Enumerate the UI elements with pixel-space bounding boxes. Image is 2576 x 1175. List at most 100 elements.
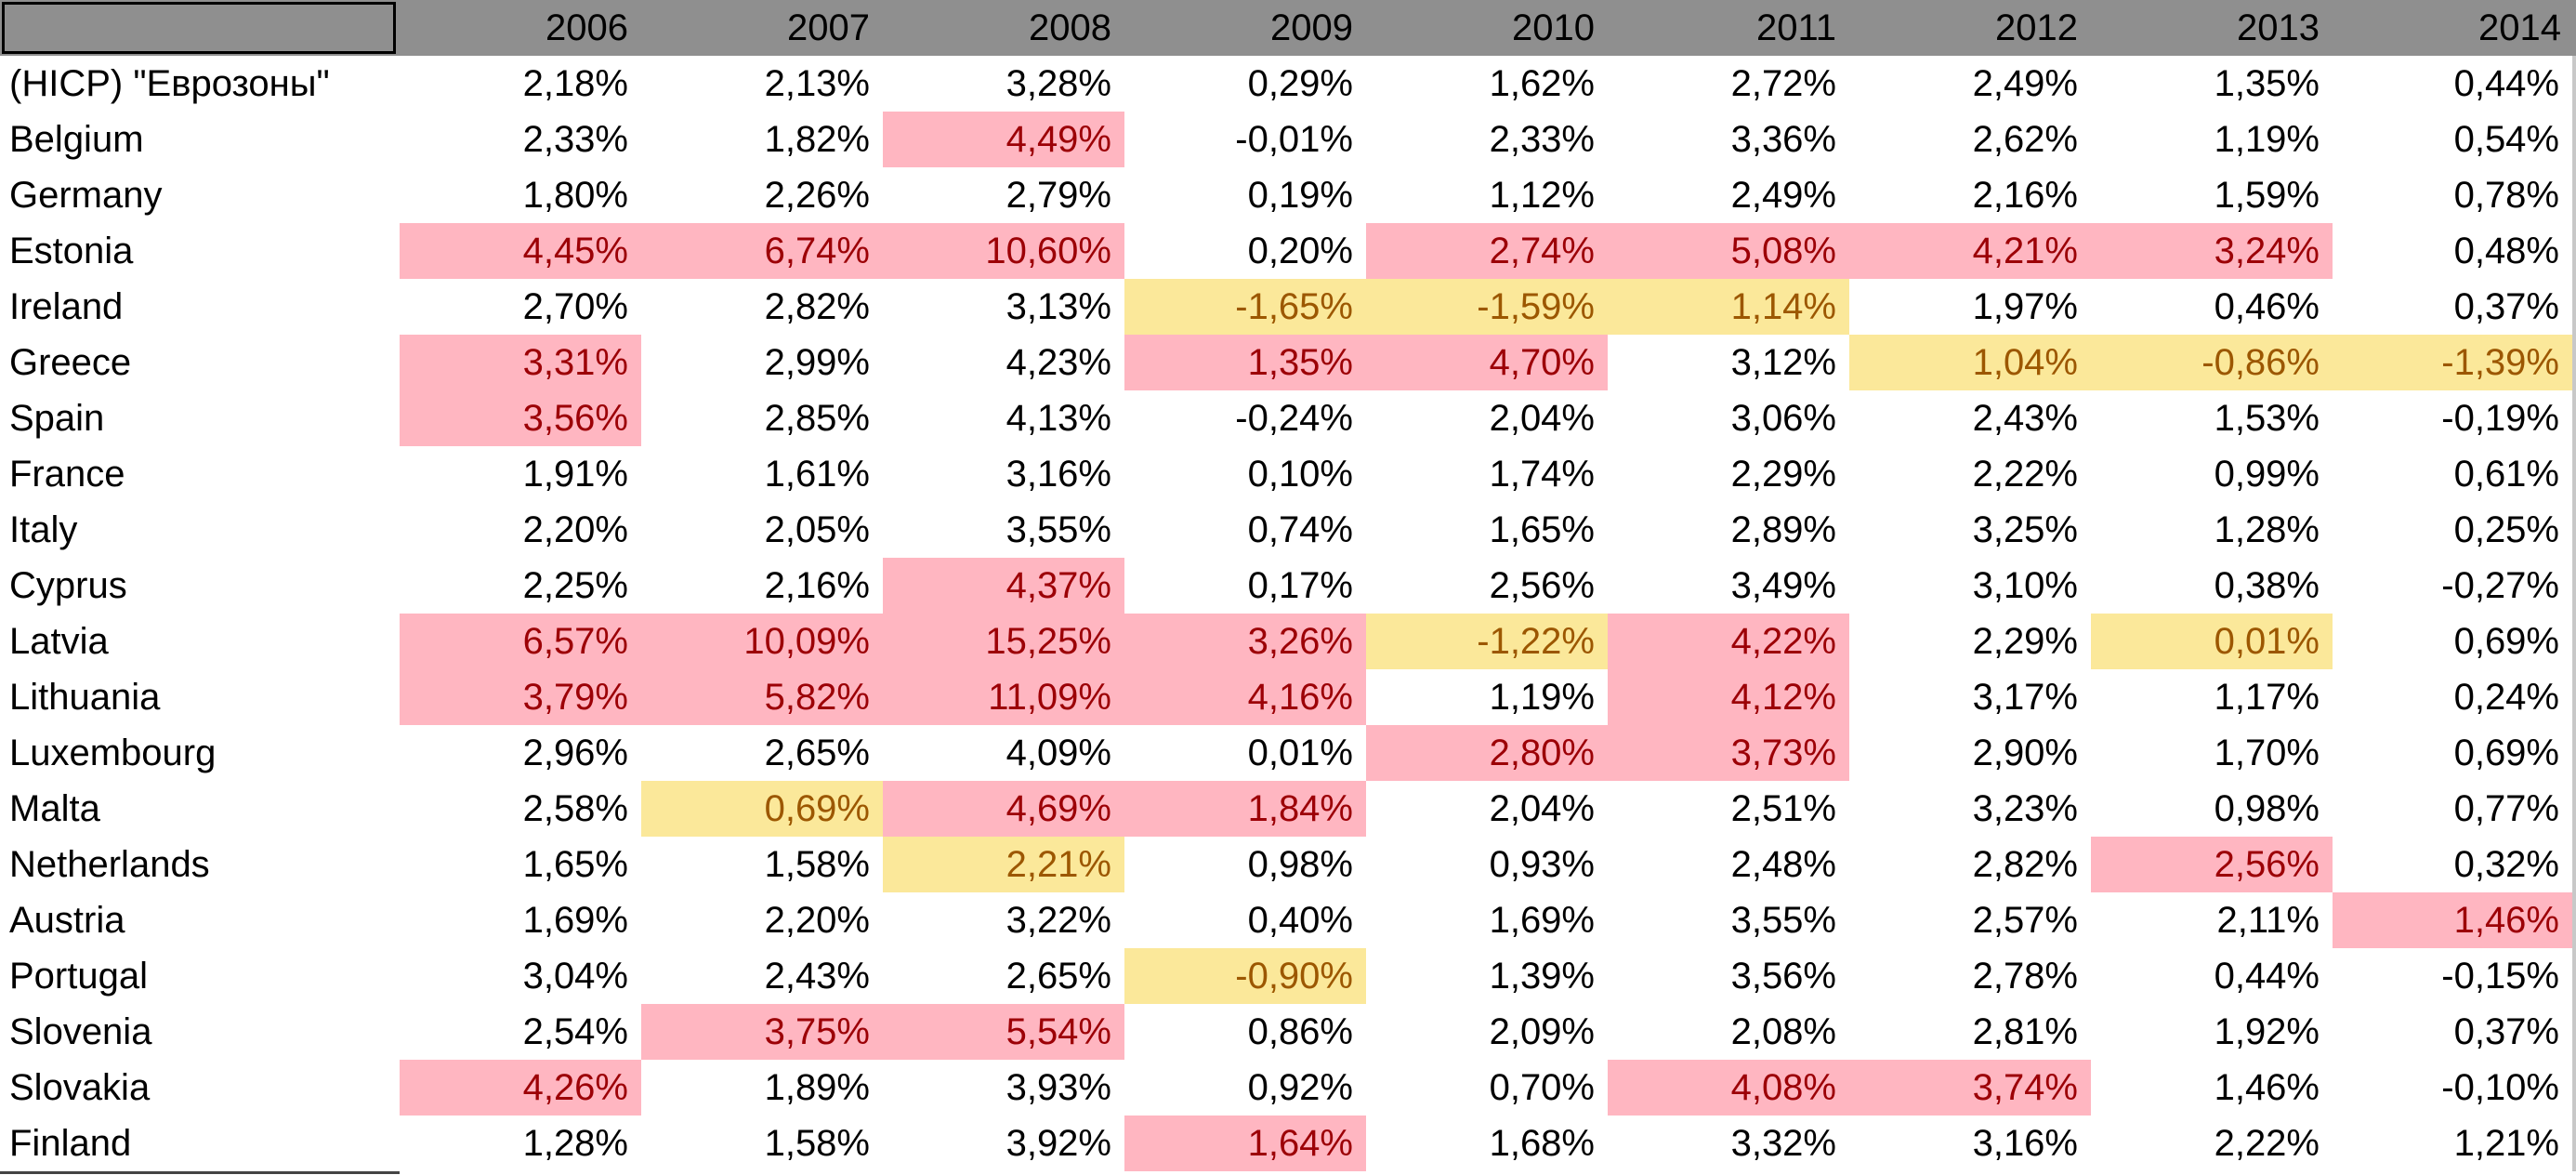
value-cell[interactable]: 2,25% <box>522 565 628 606</box>
value-cell[interactable]: -0,19% <box>2441 398 2559 439</box>
value-cell-highlight-low[interactable]: -1,59% <box>1366 279 1608 335</box>
value-cell[interactable]: 2,51% <box>1730 788 1836 829</box>
value-cell-highlight-high[interactable]: 1,46% <box>2333 892 2572 948</box>
value-cell[interactable]: 2,29% <box>1972 621 2078 662</box>
value-cell[interactable]: 2,20% <box>522 509 628 550</box>
value-cell-highlight-high[interactable]: 4,45% <box>400 223 641 279</box>
value-cell-highlight-low[interactable]: 1,04% <box>1849 335 2091 390</box>
value-cell[interactable]: 4,23% <box>1005 342 1111 383</box>
value-cell-highlight-high[interactable]: 1,35% <box>1124 335 1366 390</box>
value-cell[interactable]: 2,85% <box>764 398 870 439</box>
value-cell[interactable]: 1,65% <box>1489 509 1595 550</box>
value-cell[interactable]: 1,19% <box>2214 119 2320 160</box>
value-cell[interactable]: 0,38% <box>2214 565 2320 606</box>
value-cell-highlight-high[interactable]: 5,54% <box>883 1004 1124 1060</box>
value-cell[interactable]: 2,58% <box>522 788 628 829</box>
value-cell[interactable]: 2,79% <box>1005 175 1111 216</box>
value-cell-highlight-low[interactable]: 1,14% <box>1608 279 1849 335</box>
value-cell[interactable]: 2,90% <box>1972 733 2078 773</box>
value-cell[interactable]: 1,17% <box>2214 677 2320 718</box>
column-header-year[interactable]: 2012 <box>1995 7 2078 48</box>
value-cell[interactable]: 4,13% <box>1005 398 1111 439</box>
value-cell[interactable]: 0,92% <box>1247 1067 1353 1108</box>
value-cell[interactable]: 3,49% <box>1730 565 1836 606</box>
column-header-year[interactable]: 2011 <box>1755 7 1836 48</box>
value-cell[interactable]: 1,53% <box>2214 398 2320 439</box>
row-label-cell[interactable]: Cyprus <box>9 565 127 606</box>
row-label-cell[interactable]: Estonia <box>9 231 134 271</box>
value-cell[interactable]: 0,77% <box>2453 788 2559 829</box>
value-cell[interactable]: 1,19% <box>1489 677 1595 718</box>
value-cell[interactable]: 2,16% <box>1972 175 2078 216</box>
value-cell-highlight-high[interactable]: 4,22% <box>1608 614 1849 669</box>
value-cell[interactable]: 2,20% <box>764 900 870 941</box>
value-cell[interactable]: 0,24% <box>2453 677 2559 718</box>
value-cell-highlight-high[interactable]: 4,70% <box>1366 335 1608 390</box>
value-cell[interactable]: -0,27% <box>2441 565 2559 606</box>
value-cell[interactable]: 3,16% <box>1972 1123 2078 1164</box>
value-cell[interactable]: 3,25% <box>1972 509 2078 550</box>
value-cell-highlight-high[interactable]: 6,57% <box>400 614 641 669</box>
value-cell[interactable]: -0,24% <box>1235 398 1353 439</box>
row-label-cell[interactable]: Slovakia <box>9 1067 151 1108</box>
value-cell-highlight-high[interactable]: 1,64% <box>1124 1116 1366 1171</box>
value-cell[interactable]: 1,46% <box>2214 1067 2320 1108</box>
value-cell[interactable]: 2,22% <box>2214 1123 2320 1164</box>
column-header-year[interactable]: 2007 <box>787 7 870 48</box>
value-cell-highlight-high[interactable]: 4,49% <box>883 112 1124 167</box>
value-cell[interactable]: 2,48% <box>1730 844 1836 885</box>
value-cell[interactable]: 1,89% <box>764 1067 870 1108</box>
value-cell[interactable]: 1,65% <box>522 844 628 885</box>
header-corner-cell[interactable] <box>2 2 396 54</box>
value-cell[interactable]: -0,15% <box>2441 956 2559 997</box>
value-cell[interactable]: 1,74% <box>1489 454 1595 495</box>
value-cell[interactable]: 2,70% <box>522 286 628 327</box>
value-cell[interactable]: 2,11% <box>2216 900 2320 941</box>
value-cell[interactable]: 2,22% <box>1972 454 2078 495</box>
value-cell-highlight-high[interactable]: 3,31% <box>400 335 641 390</box>
row-label-cell[interactable]: Portugal <box>9 956 148 997</box>
value-cell-highlight-low[interactable]: -1,65% <box>1124 279 1366 335</box>
value-cell[interactable]: 1,35% <box>2214 63 2320 104</box>
row-label-cell[interactable]: Netherlands <box>9 844 210 885</box>
value-cell[interactable]: 2,96% <box>522 733 628 773</box>
value-cell[interactable]: 1,68% <box>1489 1123 1595 1164</box>
value-cell[interactable]: 0,78% <box>2453 175 2559 216</box>
value-cell-highlight-high[interactable]: 3,79% <box>400 669 641 725</box>
value-cell[interactable]: 3,56% <box>1730 956 1836 997</box>
value-cell[interactable]: 0,17% <box>1247 565 1353 606</box>
value-cell[interactable]: 1,21% <box>2453 1123 2559 1164</box>
value-cell[interactable]: 2,62% <box>1972 119 2078 160</box>
column-header-year[interactable]: 2014 <box>2478 7 2561 48</box>
value-cell[interactable]: 3,12% <box>1730 342 1836 383</box>
value-cell[interactable]: 2,16% <box>764 565 870 606</box>
value-cell-highlight-high[interactable]: 5,82% <box>641 669 883 725</box>
row-label-cell[interactable]: Greece <box>9 342 132 383</box>
value-cell[interactable]: 2,05% <box>764 509 870 550</box>
value-cell-highlight-high[interactable]: 15,25% <box>883 614 1124 669</box>
value-cell[interactable]: 0,29% <box>1247 63 1353 104</box>
value-cell[interactable]: 2,65% <box>1005 956 1111 997</box>
value-cell[interactable]: 0,40% <box>1247 900 1353 941</box>
value-cell[interactable]: 3,16% <box>1005 454 1111 495</box>
value-cell[interactable]: 2,04% <box>1489 788 1595 829</box>
value-cell[interactable]: 3,06% <box>1730 398 1836 439</box>
row-label-cell[interactable]: France <box>9 454 125 495</box>
value-cell[interactable]: 3,17% <box>1972 677 2078 718</box>
column-header-year[interactable]: 2006 <box>545 7 628 48</box>
value-cell[interactable]: 0,74% <box>1247 509 1353 550</box>
value-cell-highlight-low[interactable]: -1,22% <box>1366 614 1608 669</box>
value-cell[interactable]: 1,61% <box>764 454 870 495</box>
value-cell[interactable]: 0,20% <box>1247 231 1353 271</box>
row-label-cell[interactable]: Malta <box>9 788 100 829</box>
row-label-cell[interactable]: Germany <box>9 175 163 216</box>
value-cell[interactable]: 0,19% <box>1247 175 1353 216</box>
value-cell[interactable]: 3,36% <box>1730 119 1836 160</box>
value-cell[interactable]: 0,54% <box>2453 119 2559 160</box>
value-cell[interactable]: 1,62% <box>1489 63 1595 104</box>
value-cell[interactable]: 0,69% <box>2453 621 2559 662</box>
value-cell[interactable]: 2,04% <box>1489 398 1595 439</box>
value-cell-highlight-high[interactable]: 1,84% <box>1124 781 1366 837</box>
value-cell-highlight-high[interactable]: 6,74% <box>641 223 883 279</box>
value-cell[interactable]: 2,78% <box>1972 956 2078 997</box>
